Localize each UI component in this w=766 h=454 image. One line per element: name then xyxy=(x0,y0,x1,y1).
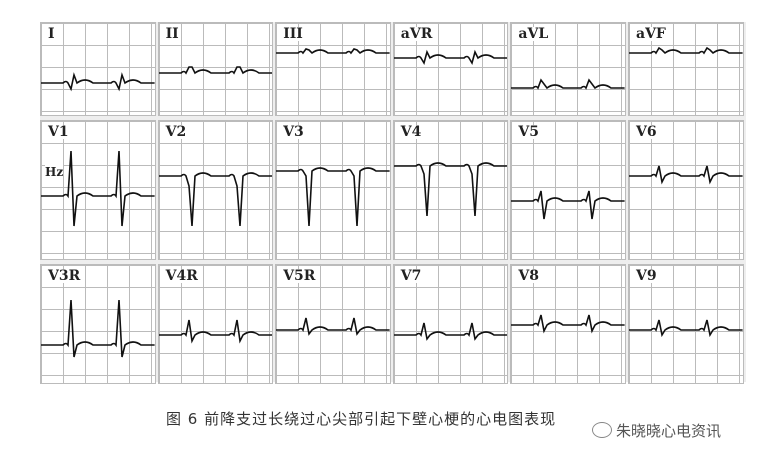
lead-v7-panel: V7 xyxy=(392,264,509,384)
lead-v1-panel: V1 Hz xyxy=(40,120,156,260)
ecg-trace xyxy=(629,46,743,55)
ecg-waveform xyxy=(393,322,508,341)
ecg-waveform xyxy=(393,49,508,66)
lead-v3r-panel: V3R xyxy=(40,264,156,384)
lead-avl-panel: aVL xyxy=(510,22,626,116)
watermark-text: 朱晓晓心电资讯 xyxy=(616,422,722,440)
ecg-trace xyxy=(41,72,155,92)
ecg-waveform xyxy=(511,190,625,220)
ecg-waveform xyxy=(629,319,743,338)
lead-v5r-panel: V5R xyxy=(275,264,391,384)
ecg-waveform xyxy=(393,162,508,217)
lead-v4-panel: V4 xyxy=(392,120,509,260)
ecg-trace xyxy=(158,172,273,227)
ecg-waveform xyxy=(629,46,743,55)
lead-label: aVL xyxy=(517,26,550,42)
figure-caption: 图 6 前降支过长绕过心尖部引起下壁心梗的心电图表现 xyxy=(166,410,557,428)
lead-label: V4R xyxy=(164,268,199,284)
ecg-waveform xyxy=(629,165,743,185)
ecg-waveform xyxy=(276,167,390,227)
wechat-icon xyxy=(592,422,612,438)
lead-sublabel: Hz xyxy=(45,165,64,179)
lead-i-panel: I xyxy=(40,22,156,116)
lead-label: V3R xyxy=(47,268,82,284)
lead-label: I xyxy=(47,26,56,42)
ecg-trace xyxy=(158,66,273,75)
ecg-trace xyxy=(276,167,390,227)
ecg-waveform xyxy=(41,299,155,358)
ecg-waveform xyxy=(276,317,390,336)
ecg-trace xyxy=(41,299,155,358)
lead-v4r-panel: V4R xyxy=(157,264,274,384)
ecg-trace xyxy=(158,319,273,344)
ecg-trace xyxy=(393,162,508,217)
ecg-waveform xyxy=(41,72,155,92)
lead-v8-panel: V8 xyxy=(510,264,626,384)
lead-avr-panel: aVR xyxy=(392,22,509,116)
ecg-trace xyxy=(393,322,508,341)
lead-avf-panel: aVF xyxy=(628,22,744,116)
ecg-waveform xyxy=(41,150,155,227)
ecg-waveform xyxy=(158,66,273,75)
ecg-waveform xyxy=(158,172,273,227)
lead-label: V7 xyxy=(399,268,423,284)
ecg-waveform xyxy=(158,319,273,344)
ecg-figure: I II III aVR aVL aVF V1 Hz V2 V3 V4 V5 V6 V3R V4R V5R V7… xyxy=(40,22,746,384)
ecg-trace xyxy=(629,165,743,185)
ecg-trace xyxy=(511,78,625,90)
ecg-trace xyxy=(276,48,390,55)
lead-iii-panel: III xyxy=(275,22,391,116)
lead-label: V2 xyxy=(164,124,188,140)
lead-label: V3 xyxy=(282,124,305,140)
lead-label: V4 xyxy=(399,124,423,140)
lead-label: II xyxy=(164,26,180,42)
lead-v2-panel: V2 xyxy=(157,120,274,260)
lead-label: V5 xyxy=(517,124,540,140)
ecg-waveform xyxy=(511,314,625,334)
ecg-trace xyxy=(393,49,508,66)
lead-label: V8 xyxy=(517,268,540,284)
lead-label: V1 xyxy=(47,124,70,140)
ecg-trace xyxy=(511,314,625,334)
lead-v6-panel: V6 xyxy=(628,120,744,260)
ecg-waveform xyxy=(276,48,390,55)
lead-label: V9 xyxy=(635,268,658,284)
lead-label: V6 xyxy=(635,124,658,140)
ecg-trace xyxy=(41,150,155,227)
ecg-trace xyxy=(511,190,625,220)
ecg-waveform xyxy=(511,78,625,90)
lead-label: aVR xyxy=(399,26,434,42)
lead-ii-panel: II xyxy=(157,22,274,116)
lead-v5-panel: V5 xyxy=(510,120,626,260)
lead-v3-panel: V3 xyxy=(275,120,391,260)
lead-label: V5R xyxy=(282,268,317,284)
ecg-trace xyxy=(629,319,743,338)
lead-v9-panel: V9 xyxy=(628,264,744,384)
ecg-trace xyxy=(276,317,390,336)
watermark: 朱晓晓心电资讯 xyxy=(592,420,721,441)
lead-label: aVF xyxy=(635,26,667,42)
lead-label: III xyxy=(282,26,304,42)
